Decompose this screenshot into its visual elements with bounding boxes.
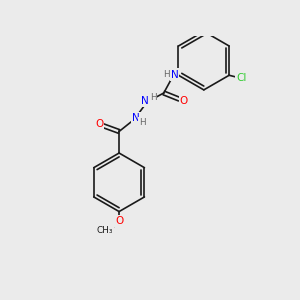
Text: H: H bbox=[164, 70, 170, 79]
Text: CH₃: CH₃ bbox=[97, 226, 113, 235]
Text: N: N bbox=[141, 96, 149, 106]
Text: O: O bbox=[180, 96, 188, 106]
Text: Cl: Cl bbox=[236, 74, 247, 83]
Text: O: O bbox=[95, 119, 103, 129]
Text: N: N bbox=[171, 70, 178, 80]
Text: N: N bbox=[132, 113, 140, 123]
Text: O: O bbox=[115, 216, 123, 226]
Text: H: H bbox=[139, 118, 146, 127]
Text: H: H bbox=[150, 93, 156, 102]
